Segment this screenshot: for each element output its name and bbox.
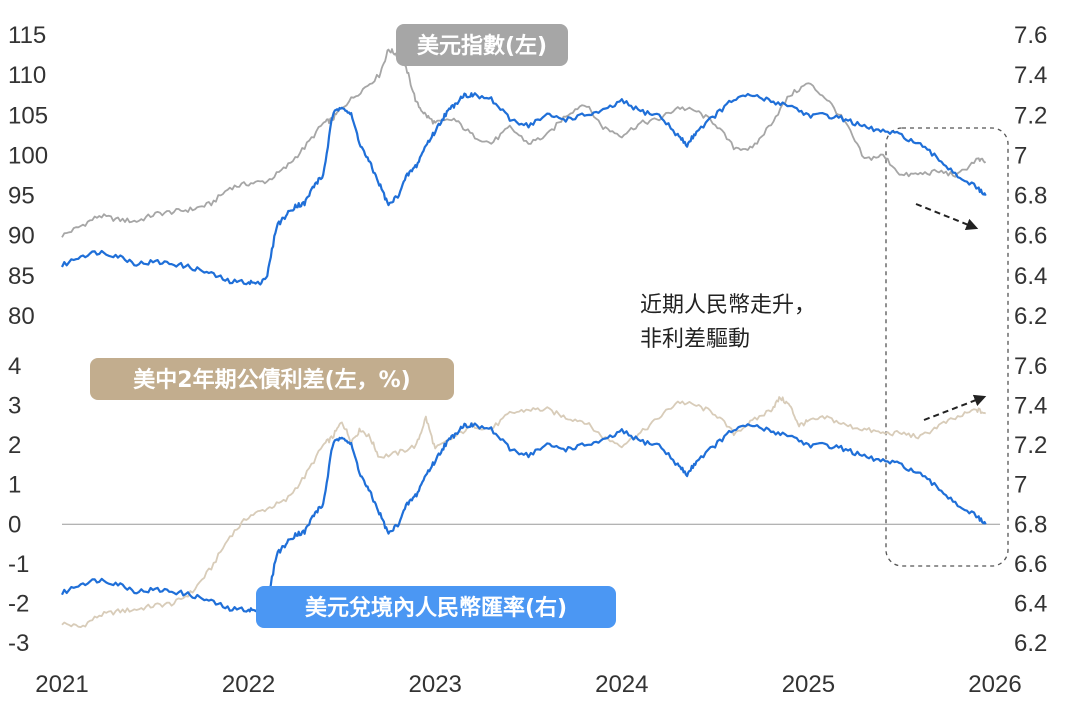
x-tick-label: 2026 bbox=[968, 671, 1021, 698]
bottom-left-tick-label: 3 bbox=[8, 393, 21, 420]
bottom-right-tick-label: 7.4 bbox=[1014, 393, 1047, 420]
arrow-up-icon bbox=[923, 394, 987, 421]
bottom-right-tick-label: 6.2 bbox=[1014, 630, 1047, 657]
bottom-right-tick-label: 7 bbox=[1014, 472, 1027, 499]
cny-label-text: 美元兌境內人民幣匯率(右) bbox=[305, 595, 567, 621]
bottom-right-axis: 7.6 7.4 7.2 7 6.8 6.6 6.4 6.2 bbox=[1014, 353, 1047, 657]
bottom-left-axis: 4 3 2 1 0 -1 -2 -3 bbox=[8, 353, 29, 657]
bottom-left-tick-label: 1 bbox=[8, 472, 21, 499]
annotation-line2: 非利差驅動 bbox=[640, 327, 750, 352]
series-line-top-right bbox=[61, 92, 987, 286]
top-right-tick-label: 7.4 bbox=[1014, 62, 1047, 89]
series-line-bottom-right bbox=[61, 422, 987, 613]
highlight-box bbox=[885, 127, 1009, 567]
x-tick-label: 2023 bbox=[409, 671, 462, 698]
top-left-tick-label: 85 bbox=[8, 263, 35, 290]
top-right-tick-label: 7 bbox=[1014, 142, 1027, 169]
bottom-left-tick-label: -3 bbox=[8, 630, 29, 657]
series-line-top-left bbox=[61, 48, 987, 238]
spread-label-text: 美中2年期公債利差(左，%) bbox=[133, 367, 410, 393]
bottom-right-tick-label: 7.2 bbox=[1014, 432, 1047, 459]
annotation-line1: 近期人民幣走升， bbox=[640, 293, 816, 318]
bottom-left-tick-label: 2 bbox=[8, 432, 21, 459]
cny-label: 美元兌境內人民幣匯率(右) bbox=[256, 586, 616, 628]
spread-label: 美中2年期公債利差(左，%) bbox=[90, 358, 454, 400]
x-tick-label: 2022 bbox=[222, 671, 275, 698]
arrow-down-icon bbox=[915, 203, 979, 231]
top-left-tick-label: 80 bbox=[8, 303, 35, 330]
bottom-left-tick-label: 4 bbox=[8, 353, 21, 380]
top-right-tick-label: 6.4 bbox=[1014, 263, 1047, 290]
top-right-tick-label: 6.6 bbox=[1014, 223, 1047, 250]
dxy-label-bg bbox=[396, 24, 568, 66]
top-right-tick-label: 6.2 bbox=[1014, 303, 1047, 330]
dxy-label-text: 美元指數(左) bbox=[417, 33, 547, 59]
top-left-tick-label: 95 bbox=[8, 183, 35, 210]
top-right-axis: 7.6 7.4 7.2 7 6.8 6.6 6.4 6.2 bbox=[1014, 22, 1047, 330]
bottom-left-tick-label: 0 bbox=[8, 511, 21, 538]
cny-label-bg bbox=[256, 586, 616, 628]
top-left-tick-label: 90 bbox=[8, 223, 35, 250]
top-right-tick-label: 7.2 bbox=[1014, 102, 1047, 129]
x-axis: 2021 2022 2023 2024 2025 2026 bbox=[35, 671, 1021, 698]
spread-label-bg bbox=[90, 358, 454, 400]
dxy-label: 美元指數(左) bbox=[396, 24, 568, 66]
bottom-right-tick-label: 6.8 bbox=[1014, 511, 1047, 538]
series-layer bbox=[61, 48, 987, 628]
top-left-tick-label: 100 bbox=[8, 142, 48, 169]
top-left-axis: 115 110 105 100 95 90 85 80 bbox=[8, 22, 48, 330]
x-tick-label: 2021 bbox=[35, 671, 88, 698]
bottom-right-tick-label: 7.6 bbox=[1014, 353, 1047, 380]
series-line-bottom-left bbox=[61, 396, 987, 628]
top-right-tick-label: 6.8 bbox=[1014, 183, 1047, 210]
bottom-left-tick-label: -1 bbox=[8, 551, 29, 578]
top-left-tick-label: 115 bbox=[8, 22, 46, 49]
bottom-left-tick-label: -2 bbox=[8, 590, 29, 617]
top-left-tick-label: 110 bbox=[8, 62, 46, 89]
x-tick-label: 2025 bbox=[782, 671, 835, 698]
top-left-tick-label: 105 bbox=[8, 102, 48, 129]
x-tick-label: 2024 bbox=[595, 671, 648, 698]
bottom-right-tick-label: 6.6 bbox=[1014, 551, 1047, 578]
top-right-tick-label: 7.6 bbox=[1014, 22, 1047, 49]
bottom-right-tick-label: 6.4 bbox=[1014, 590, 1047, 617]
